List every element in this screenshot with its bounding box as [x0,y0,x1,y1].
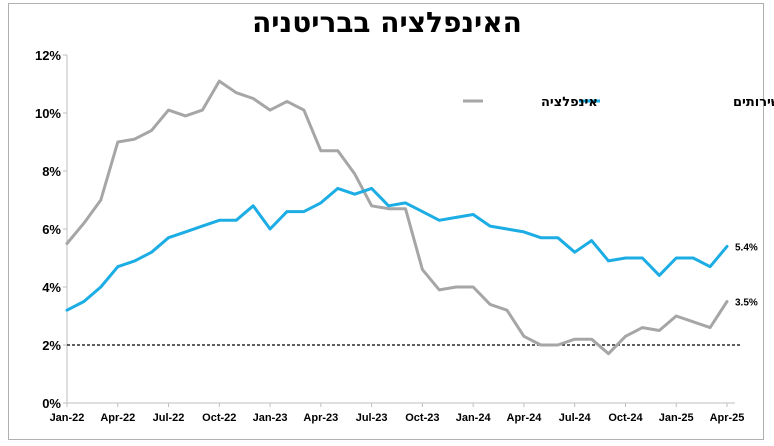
x-tick-label: Apr-25 [710,412,745,424]
y-tick-label: 10% [35,106,61,121]
x-tick-label: Jan-24 [456,412,492,424]
chart-title: האינפלציה בבריטניה [252,6,522,39]
legend-label: אינפלציה [541,95,598,110]
y-tick-label: 0% [42,396,61,411]
legend: אינפלצית השירותים אינפלציה [463,95,774,110]
x-tick-label: Jan-23 [253,412,288,424]
x-tick-label: Oct-23 [405,412,439,424]
y-tick-label: 12% [35,48,61,63]
series-end-label: 5.4% [735,242,758,253]
chart-frame [8,3,764,440]
x-tick-label: Jul-24 [559,412,592,424]
x-tick-label: Jul-22 [153,412,185,424]
y-axis: 0% 2% 4% 6% 8% 10% 12% [35,48,68,411]
series-end-label: 3.5% [735,298,758,309]
x-tick-label: Jan-25 [659,412,694,424]
y-tick-label: 4% [42,280,61,295]
y-tick-label: 2% [42,338,61,353]
x-tick-label: Apr-23 [303,412,338,424]
y-tick-label: 6% [42,222,61,237]
end-labels: 3.5% 5.4% [735,242,758,308]
series-line [65,79,729,356]
x-tick-label: Apr-24 [507,412,543,424]
y-tick-label: 8% [42,164,61,179]
x-tick-label: Oct-22 [202,412,236,424]
x-axis: Jan-22 Apr-22 Jul-22 Oct-22 Jan-23 Apr-23 Jul-… [50,402,745,424]
x-tick-label: Jan-22 [50,412,85,424]
x-tick-label: Apr-22 [100,412,135,424]
x-tick-label: Jul-23 [356,412,388,424]
x-tick-label: Oct-24 [608,412,643,424]
series-layer [65,79,729,356]
series-line [65,186,729,312]
legend-label: אינפלצית השירותים [733,95,774,110]
